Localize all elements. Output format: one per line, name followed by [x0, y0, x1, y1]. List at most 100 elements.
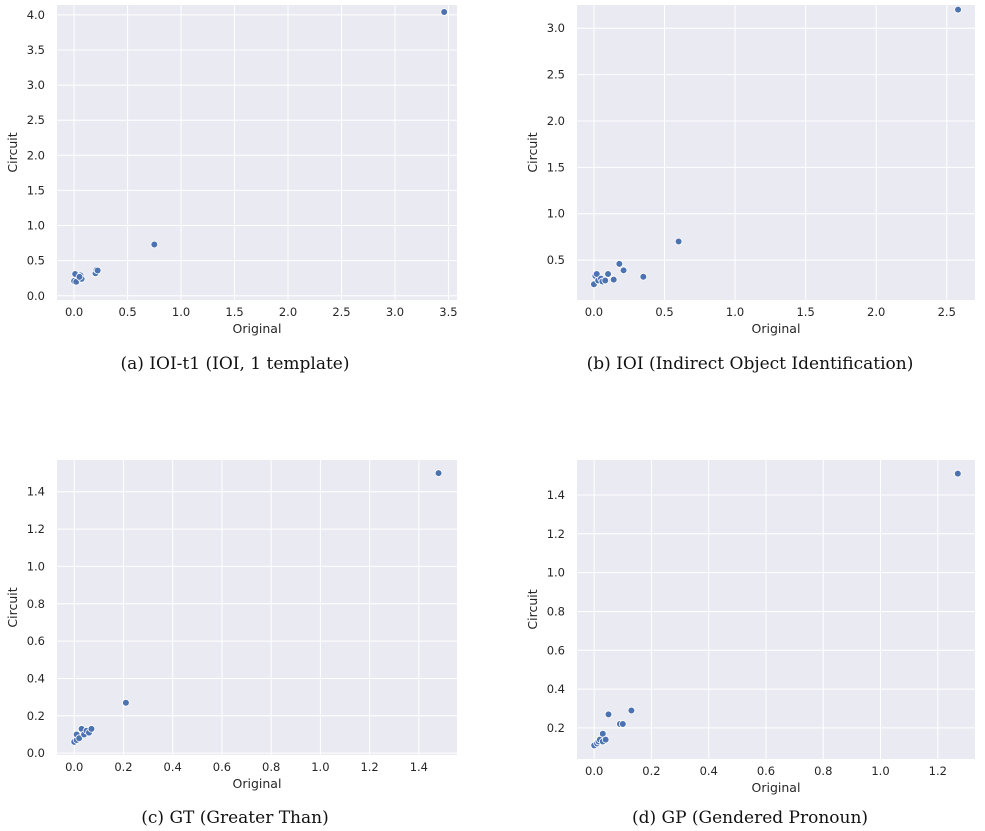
- y-tick-label: 4.0: [27, 8, 45, 22]
- data-point: [627, 706, 636, 715]
- data-point: [87, 725, 96, 733]
- y-tick-label: 3.5: [27, 43, 45, 57]
- y-tick-label: 1.2: [547, 527, 565, 541]
- caption-d: (d) GP (Gendered Pronoun): [631, 808, 869, 828]
- chart-panel-a: 0.0 0.5 1.0 1.5 2.0 2.5 3.0 3.5 0.0 0.5 1.0 1.5 2.0 2…: [0, 0, 470, 345]
- x-axis-label: Original: [752, 321, 801, 336]
- y-axis-label: Circuit: [525, 589, 540, 629]
- y-axis-label: Circuit: [5, 132, 20, 172]
- plot-area: [57, 5, 457, 300]
- x-axis-label: Original: [233, 776, 282, 791]
- y-tick-label: 1.0: [27, 219, 45, 233]
- y-tick-label: 1.2: [27, 522, 45, 536]
- data-point: [604, 270, 612, 278]
- x-tick-label: 0.4: [164, 760, 182, 774]
- x-tick-label: 3.5: [439, 305, 457, 319]
- x-axis-label: Original: [752, 780, 801, 795]
- scatter-plot-b: 0.0 0.5 1.0 1.5 2.0 2.5 0.5 1.0 1.5 2.0 2.5 3.0 Orig…: [525, 5, 975, 336]
- y-tick-label: 0.0: [27, 746, 45, 760]
- x-tick-label: 2.0: [867, 305, 885, 319]
- x-tick-label: 0.4: [700, 764, 718, 778]
- data-point: [75, 273, 84, 281]
- caption-c: (c) GT (Greater Than): [141, 808, 329, 828]
- x-tick-label: 0.0: [65, 760, 83, 774]
- y-tick-label: 1.4: [547, 488, 565, 502]
- y-tick-label: 0.0: [27, 289, 45, 303]
- y-tick-label: 0.6: [547, 643, 565, 657]
- y-tick-label: 1.0: [547, 566, 565, 580]
- caption-b: (b) IOI (Indirect Object Identification): [586, 354, 914, 374]
- x-tick-label: 0.2: [642, 764, 660, 778]
- x-tick-label: 0.8: [814, 764, 832, 778]
- data-point: [609, 275, 618, 284]
- data-point: [619, 266, 628, 275]
- x-tick-label: 1.2: [929, 764, 947, 778]
- x-tick-label: 1.0: [726, 305, 744, 319]
- scatter-plot-a: 0.0 0.5 1.0 1.5 2.0 2.5 3.0 3.5 0.0 0.5 1.0 1.5 2.0 2…: [5, 5, 458, 336]
- y-tick-label: 0.5: [27, 254, 45, 268]
- x-tick-label: 1.0: [311, 760, 329, 774]
- x-tick-label: 2.5: [938, 305, 956, 319]
- y-tick-label: 2.0: [27, 148, 45, 162]
- x-tick-label: 2.0: [279, 305, 297, 319]
- x-tick-label: 0.6: [757, 764, 775, 778]
- x-tick-label: 0.0: [585, 764, 603, 778]
- x-tick-label: 1.4: [410, 760, 428, 774]
- y-tick-label: 3.0: [547, 21, 565, 35]
- chart-panel-d: 0.0 0.2 0.4 0.6 0.8 1.0 1.2 0.2 0.4 0.6 0.8 1.0 1.2 1…: [515, 455, 985, 800]
- x-axis-label: Original: [233, 321, 282, 336]
- data-point: [440, 8, 448, 16]
- x-tick-label: 0.5: [118, 305, 136, 319]
- plot-area: [57, 460, 457, 755]
- data-point: [619, 720, 627, 728]
- data-point: [150, 240, 159, 249]
- x-tick-label: 0.5: [655, 305, 673, 319]
- y-tick-label: 1.0: [27, 559, 45, 573]
- y-tick-label: 0.8: [27, 597, 45, 611]
- x-tick-label: 1.5: [225, 305, 243, 319]
- y-tick-label: 2.0: [547, 114, 565, 128]
- x-tick-label: 2.5: [332, 305, 350, 319]
- data-point: [954, 469, 962, 478]
- x-tick-label: 1.5: [796, 305, 814, 319]
- y-tick-label: 0.2: [27, 709, 45, 723]
- data-point: [674, 237, 683, 246]
- chart-panel-b: 0.0 0.5 1.0 1.5 2.0 2.5 0.5 1.0 1.5 2.0 2.5 3.0 Orig…: [515, 0, 985, 345]
- data-point: [615, 260, 624, 268]
- y-axis-label: Circuit: [5, 587, 20, 627]
- x-tick-label: 1.2: [360, 760, 378, 774]
- y-tick-label: 0.4: [27, 671, 45, 685]
- data-point: [601, 276, 610, 285]
- data-point: [75, 734, 83, 742]
- data-point: [601, 735, 610, 744]
- x-tick-label: 0.0: [585, 305, 603, 319]
- y-tick-label: 0.6: [27, 634, 45, 648]
- y-tick-label: 3.0: [27, 78, 45, 92]
- y-tick-label: 2.5: [27, 113, 45, 127]
- x-tick-label: 3.0: [386, 305, 404, 319]
- y-tick-label: 0.5: [547, 253, 565, 267]
- plot-area: [577, 5, 975, 300]
- scatter-plot-c: 0.0 0.2 0.4 0.6 0.8 1.0 1.2 1.4 0.0 0.2 0.4 0.6 0.8 1…: [5, 460, 457, 791]
- y-axis-label: Circuit: [525, 132, 540, 172]
- x-tick-label: 0.8: [262, 760, 280, 774]
- x-tick-label: 0.6: [213, 760, 231, 774]
- data-point: [434, 469, 443, 477]
- x-tick-label: 1.0: [871, 764, 889, 778]
- data-point: [93, 266, 102, 275]
- data-point: [954, 5, 962, 14]
- data-point: [639, 273, 648, 281]
- y-tick-label: 0.8: [547, 604, 565, 618]
- plot-area: [577, 460, 975, 759]
- y-tick-label: 1.5: [27, 183, 45, 197]
- data-point: [122, 698, 130, 707]
- y-tick-label: 0.4: [547, 682, 565, 696]
- scatter-plot-d: 0.0 0.2 0.4 0.6 0.8 1.0 1.2 0.2 0.4 0.6 0.8 1.0 1.2 1…: [525, 460, 975, 795]
- x-tick-label: 1.0: [172, 305, 190, 319]
- chart-panel-c: 0.0 0.2 0.4 0.6 0.8 1.0 1.2 1.4 0.0 0.2 0.4 0.6 0.8 1…: [0, 455, 470, 800]
- y-tick-label: 1.5: [547, 160, 565, 174]
- data-point: [604, 710, 613, 719]
- y-tick-label: 0.2: [547, 721, 565, 735]
- y-tick-label: 1.0: [547, 207, 565, 221]
- x-tick-label: 0.0: [65, 305, 83, 319]
